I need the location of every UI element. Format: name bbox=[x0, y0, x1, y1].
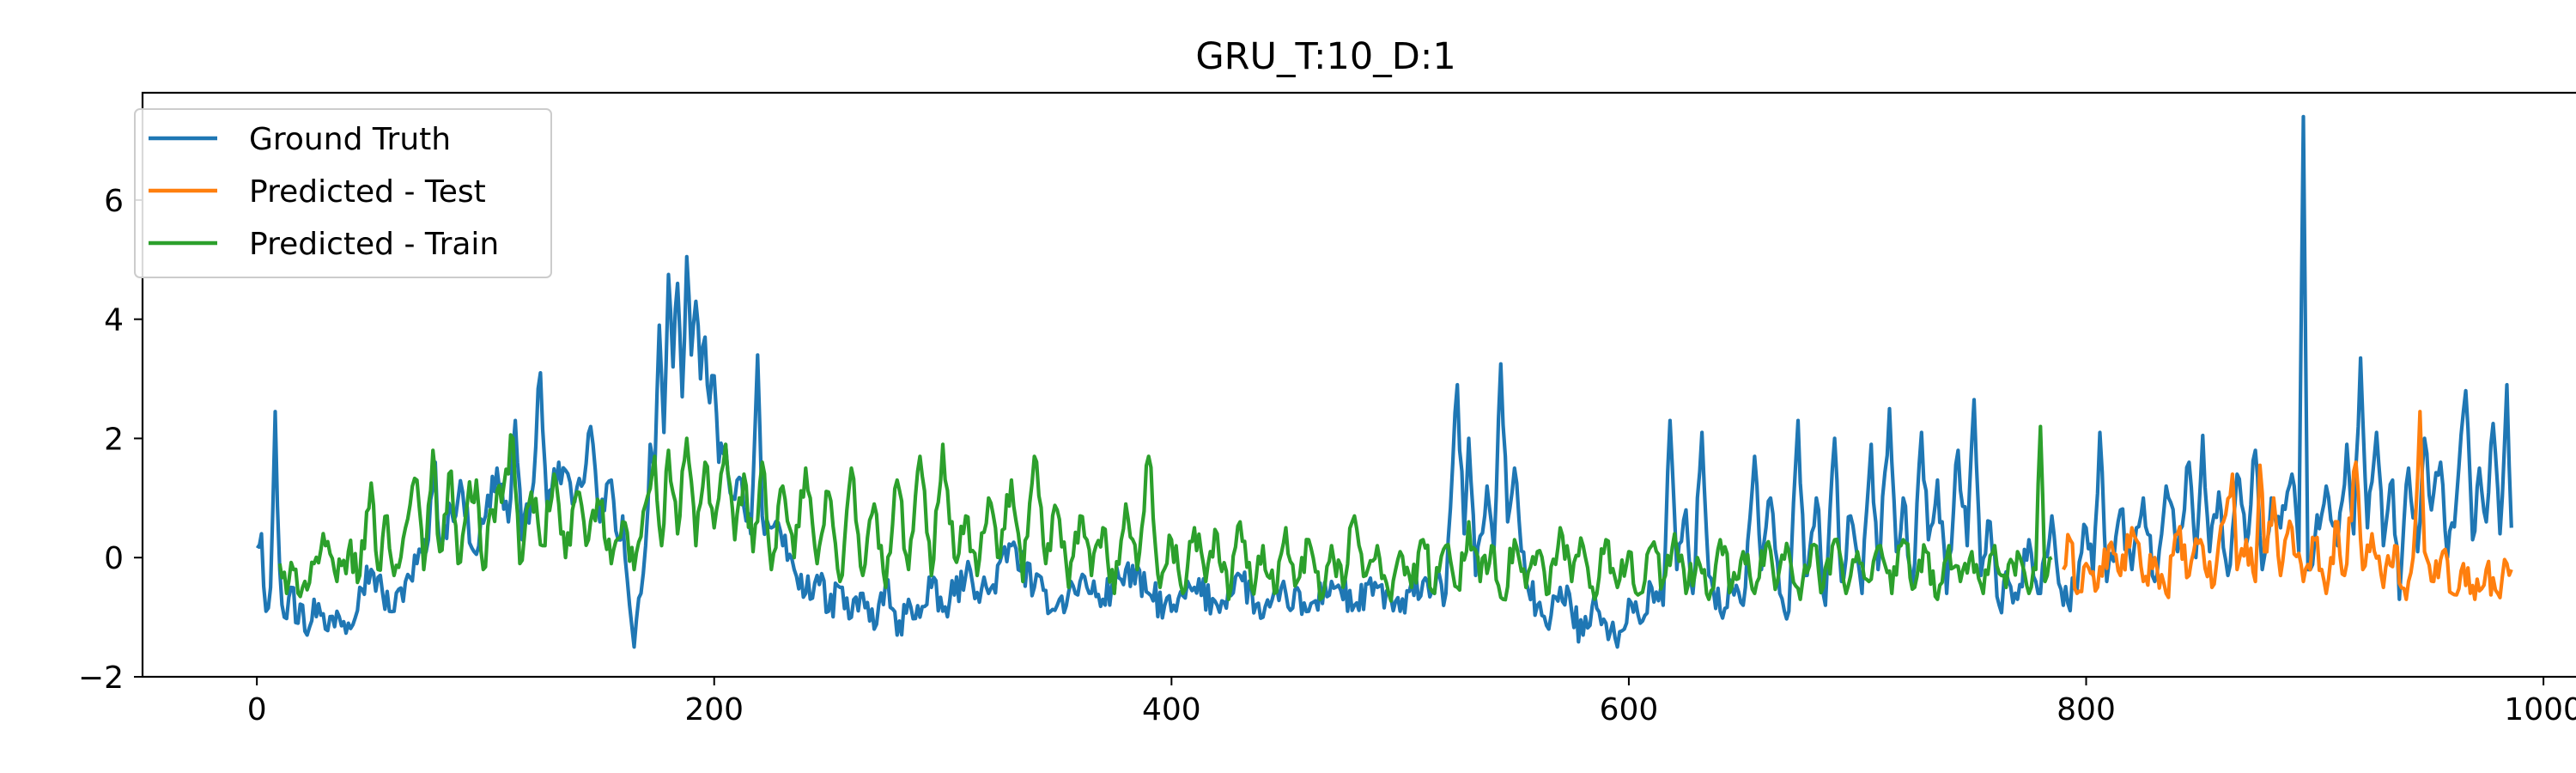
chart-title: GRU_T:10_D:1 bbox=[1195, 35, 1455, 78]
y-axis: −2 0 2 4 6 bbox=[78, 184, 143, 696]
legend-label: Ground Truth bbox=[249, 122, 451, 157]
x-tick-label: 200 bbox=[684, 692, 744, 727]
legend-box bbox=[134, 108, 552, 278]
legend-label: Predicted - Test bbox=[249, 174, 486, 210]
x-tick-label: 600 bbox=[1600, 692, 1659, 727]
series-line-predicted-test bbox=[2062, 410, 2513, 601]
x-tick-label: 400 bbox=[1142, 692, 1201, 727]
y-tick-label: 6 bbox=[104, 184, 124, 219]
series-line-predicted-train bbox=[277, 424, 2053, 603]
legend-label: Predicted - Train bbox=[249, 227, 499, 262]
y-tick-label: 4 bbox=[104, 303, 124, 338]
y-tick-label: 2 bbox=[104, 422, 124, 457]
x-axis: 0 200 400 600 800 1000 bbox=[247, 677, 2576, 727]
series-line-ground-truth bbox=[255, 114, 2513, 649]
y-tick-label: −2 bbox=[78, 660, 124, 696]
legend: Ground Truth Predicted - Test Predicted - … bbox=[134, 108, 552, 278]
x-tick-label: 0 bbox=[247, 692, 267, 727]
y-tick-label: 0 bbox=[104, 541, 124, 576]
plot-frame bbox=[141, 91, 2576, 679]
series-layer bbox=[255, 114, 2513, 649]
x-tick-label: 1000 bbox=[2504, 692, 2576, 727]
x-tick-label: 800 bbox=[2057, 692, 2116, 727]
